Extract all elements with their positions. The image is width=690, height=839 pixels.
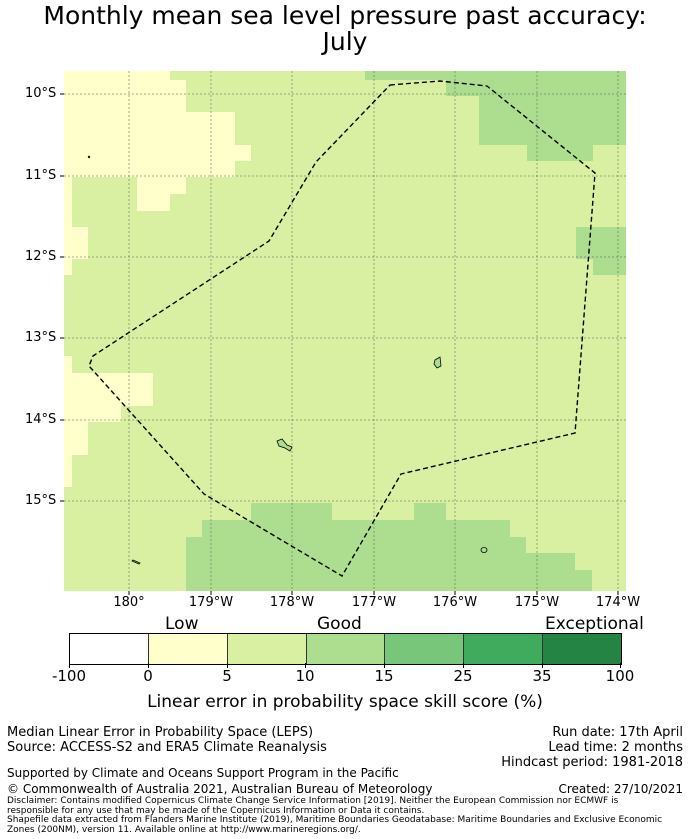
colorbar-tick-label: 25 (453, 667, 473, 685)
eez-boundary (88, 80, 596, 577)
lat-label: 15°S (25, 493, 57, 508)
map-subtitle: July (322, 27, 368, 56)
lon-label: 180° (113, 595, 145, 610)
colorbar-tick-label: 35 (532, 667, 552, 685)
lon-label: 177°W (351, 595, 397, 610)
grid (64, 71, 626, 591)
category-label-good: Good (317, 614, 362, 634)
lon-label: 174°W (595, 595, 641, 610)
colorbar-segment (543, 634, 622, 664)
colorbar-tick-label: 15 (374, 667, 394, 685)
colorbar-segment (148, 634, 228, 664)
colorbar-tick-label: 10 (295, 667, 315, 685)
shapefile-credit: Shapefile data extracted from Flanders M… (7, 815, 663, 835)
field-low (64, 71, 251, 487)
colorbar-segment (385, 634, 465, 664)
skill-map (60, 71, 626, 595)
lat-label: 10°S (25, 86, 57, 101)
category-label-exceptional: Exceptional (545, 614, 644, 634)
islands (87, 155, 488, 565)
colorbar-segment (227, 634, 307, 664)
lon-label: 179°W (188, 595, 234, 610)
lon-label: 178°W (269, 595, 315, 610)
colorbar-tick-label: 0 (143, 667, 153, 685)
source-text: Source: ACCESS-S2 and ERA5 Climate Reana… (7, 740, 327, 755)
map-title: Monthly mean sea level pressure past acc… (43, 1, 647, 30)
colorbar-tick-label: 5 (222, 667, 232, 685)
support-text: Supported by Climate and Oceans Support … (7, 766, 399, 780)
method-text: Median Linear Error in Probability Space… (7, 725, 314, 740)
colorbar-segment (70, 634, 149, 664)
run-date: Run date: 17th April (552, 725, 683, 740)
colorbar (69, 633, 622, 665)
created-date: Created: 27/10/2021 (558, 782, 683, 796)
colorbar-tick-label: -100 (51, 667, 87, 685)
lon-label: 176°W (432, 595, 478, 610)
hindcast-period: Hindcast period: 1981-2018 (501, 755, 683, 770)
lat-label: 11°S (25, 168, 57, 183)
copyright-text: © Commonwealth of Australia 2021, Austra… (7, 782, 433, 796)
colorbar-tick-label: 100 (605, 667, 635, 685)
disclaimer-text: Disclaimer: Contains modified Copernicus… (7, 796, 619, 816)
lat-label: 14°S (25, 412, 57, 427)
colorbar-label: Linear error in probability space skill … (147, 692, 543, 712)
lat-label: 13°S (25, 330, 57, 345)
lat-label: 12°S (25, 249, 57, 264)
category-label-low: Low (165, 614, 199, 634)
colorbar-segment (306, 634, 386, 664)
colorbar-segment (464, 634, 544, 664)
field-good-high (186, 71, 626, 591)
lon-label: 175°W (514, 595, 560, 610)
lead-time: Lead time: 2 months (548, 740, 683, 755)
